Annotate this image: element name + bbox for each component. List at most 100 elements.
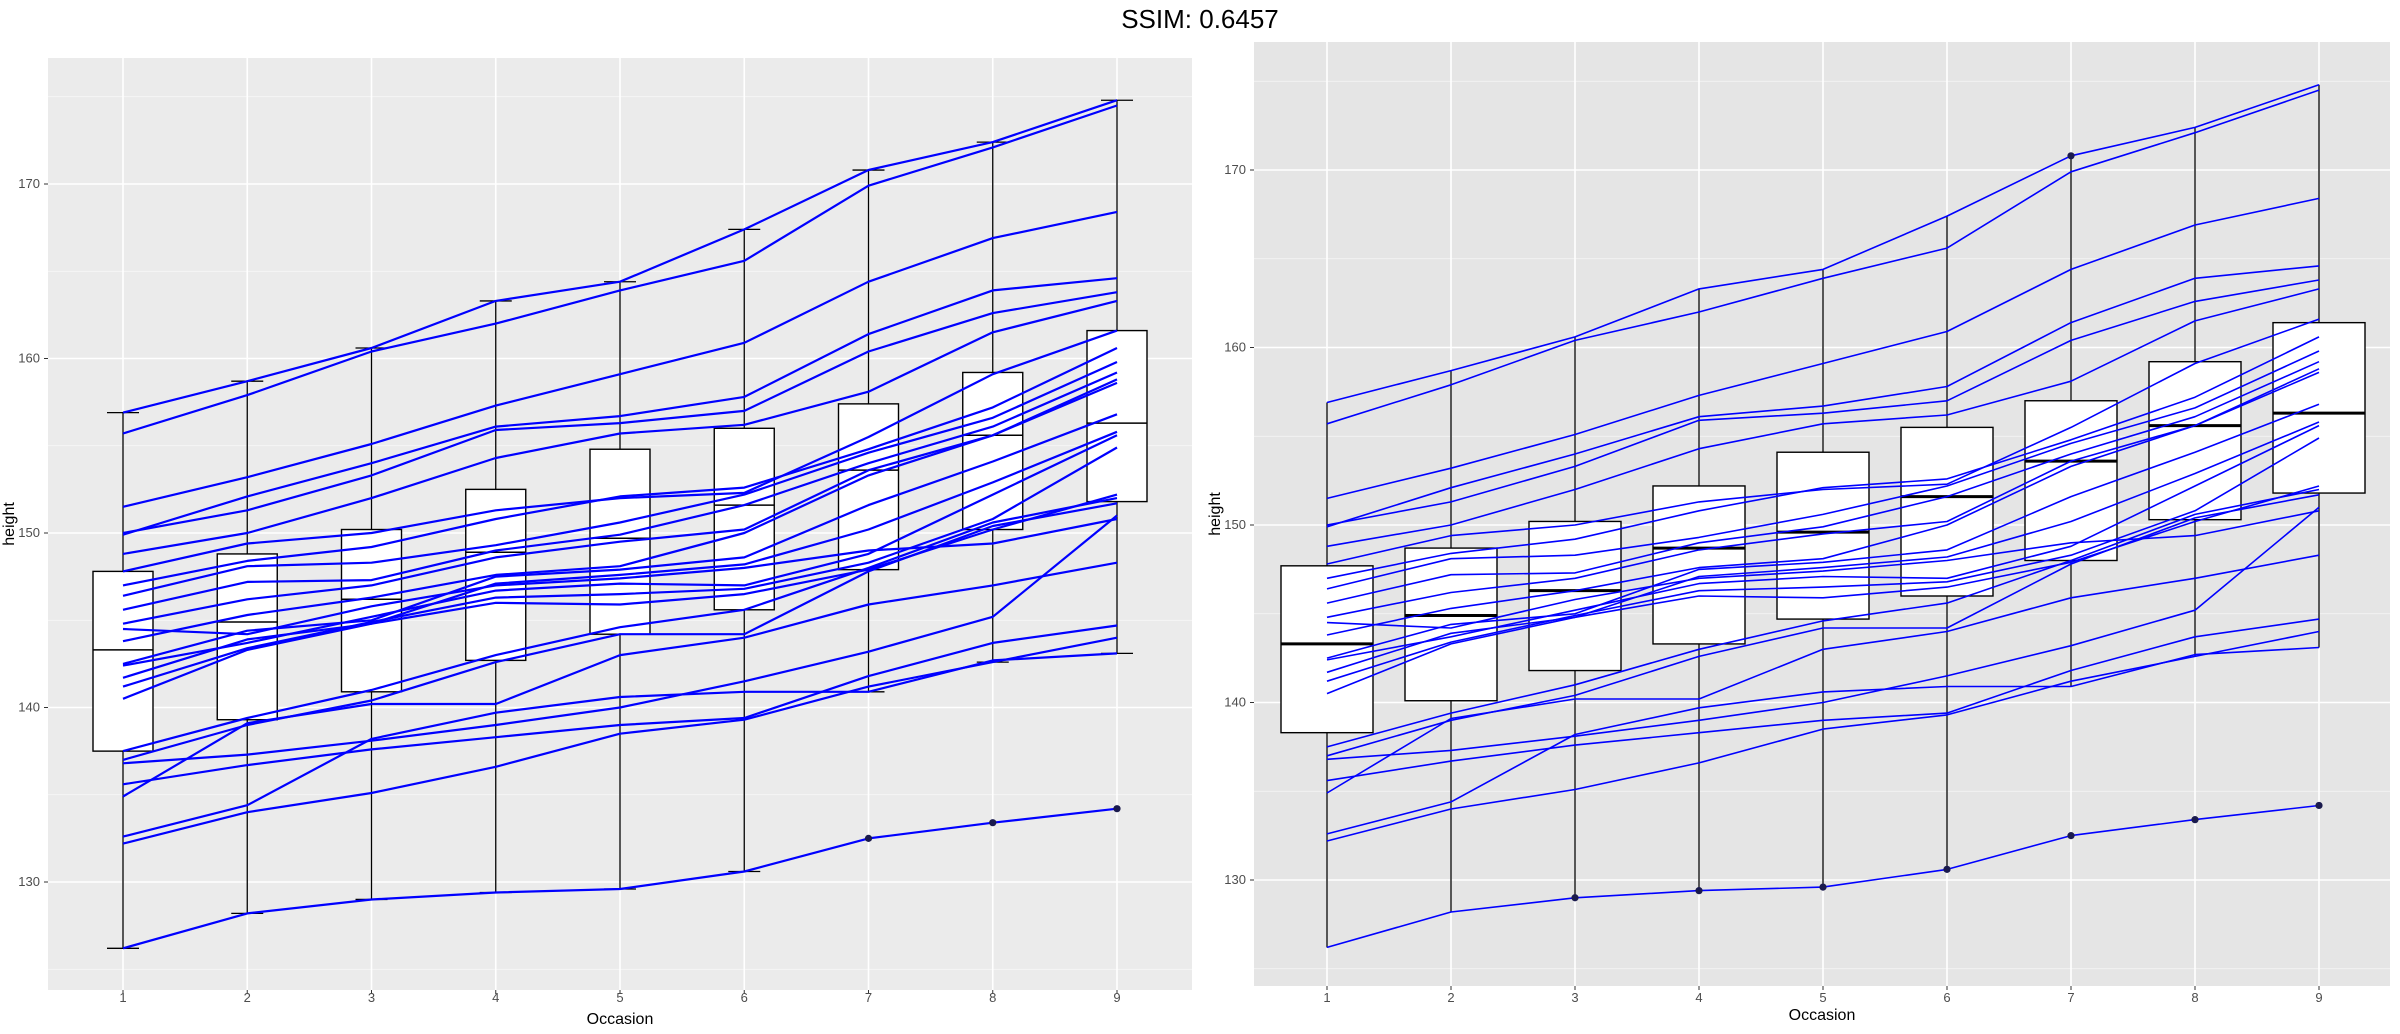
outlier-point [989,819,997,827]
outlier-point [1695,887,1703,895]
box-iqr [2148,361,2242,521]
outlier-point [1819,883,1827,891]
series-line-8 [1326,336,2320,580]
outlier-point [1571,894,1579,902]
x-tick-label: 7 [2067,990,2074,1005]
series-line-23 [1326,630,2320,842]
series-line-12 [1326,371,2320,636]
y-tick-label: 130 [18,874,40,889]
x-axis-title: Occasion [1789,1007,1856,1024]
series-line-11 [1326,368,2320,619]
y-tick-label: 140 [1224,695,1246,710]
outlier-point [864,834,873,842]
x-tick-label: 3 [1571,990,1578,1005]
series-line-25 [1326,506,2320,761]
x-axis-title: Occasion [587,1011,654,1028]
box-iqr [1776,451,1870,620]
series-line-4 [1326,265,2320,528]
box-iqr [837,403,900,571]
outlier-point [1943,865,1951,873]
x-tick-label: 9 [2315,990,2322,1005]
series-line-25 [122,514,1118,765]
y-tick-label: 170 [18,176,40,191]
x-tick-label: 2 [244,990,251,1005]
series-line-17 [122,493,1118,700]
outlier-point [2067,832,2075,840]
boxplot-5 [1776,269,1870,888]
y-tick-label: 150 [18,525,40,540]
x-tick-label: 8 [2191,990,2198,1005]
box-iqr [1900,426,1994,597]
box-iqr [2272,321,2366,494]
x-tick-label: 4 [1695,990,1702,1005]
x-tick-label: 6 [1943,990,1950,1005]
series-line-9 [1326,350,2320,590]
y-axis-title: height [1207,492,1224,536]
box-iqr [2024,400,2118,562]
y-axis-title: height [1,502,18,546]
series-line-15 [122,434,1118,667]
series-line-7 [122,329,1118,573]
series-line-24 [122,807,1118,950]
series-line-1 [122,104,1118,435]
series-line-8 [122,347,1118,587]
x-tick-label: 8 [989,990,996,1005]
series-line-5 [1326,279,2320,526]
series-line-23 [122,636,1118,845]
series-line-4 [122,277,1118,536]
series-line-16 [122,446,1118,688]
x-tick-label: 2 [1447,990,1454,1005]
series-line-6 [122,299,1118,555]
series-line-17 [1326,485,2320,695]
series-line-20 [122,561,1118,798]
series-line-12 [122,381,1118,643]
series-line-15 [1326,424,2320,661]
series-line-2 [122,99,1118,414]
series-line-20 [1326,554,2320,794]
series-line-10 [122,371,1118,611]
outlier-point [2067,152,2075,160]
series-line-21 [1326,618,2320,782]
series-line-2 [1326,84,2320,404]
x-tick-label: 6 [741,990,748,1005]
page-title: SSIM: 0.6457 [1121,4,1279,34]
series-line-13 [122,413,1118,665]
x-tick-label: 4 [492,990,499,1005]
series-line-18 [122,497,1118,753]
series-line-10 [1326,360,2320,604]
y-tick-label: 170 [1224,162,1246,177]
box-iqr [1086,329,1148,503]
boxplot-3 [1528,336,1622,898]
series-line-5 [122,291,1118,535]
series-line-3 [122,210,1118,508]
series-line-3 [1326,197,2320,500]
y-tick-label: 160 [1224,340,1246,355]
outlier-point [1113,805,1121,813]
y-tick-label: 130 [1224,872,1246,887]
series-line-16 [1326,437,2320,682]
outlier-point [2315,801,2323,810]
boxplot-7 [837,169,900,693]
boxplot-6 [1900,216,1994,870]
series-line-26 [1326,510,2320,629]
y-tick-label: 150 [1224,517,1246,532]
x-tick-label: 5 [1819,990,1826,1005]
box-iqr [1528,520,1622,672]
series-line-21 [122,624,1118,786]
series-line-13 [1326,403,2320,659]
y-tick-label: 160 [18,351,40,366]
x-tick-label: 5 [616,990,623,1005]
series-line-26 [122,517,1118,636]
x-tick-label: 1 [119,990,126,1005]
x-tick-label: 3 [368,990,375,1005]
series-line-1 [1326,89,2320,425]
series-line-18 [1326,488,2320,748]
x-tick-label: 9 [1113,990,1120,1005]
series-line-7 [1326,318,2320,565]
series-line-11 [122,378,1118,625]
x-tick-label: 1 [1323,990,1330,1005]
series-line-6 [1326,288,2320,548]
x-tick-label: 7 [865,990,872,1005]
